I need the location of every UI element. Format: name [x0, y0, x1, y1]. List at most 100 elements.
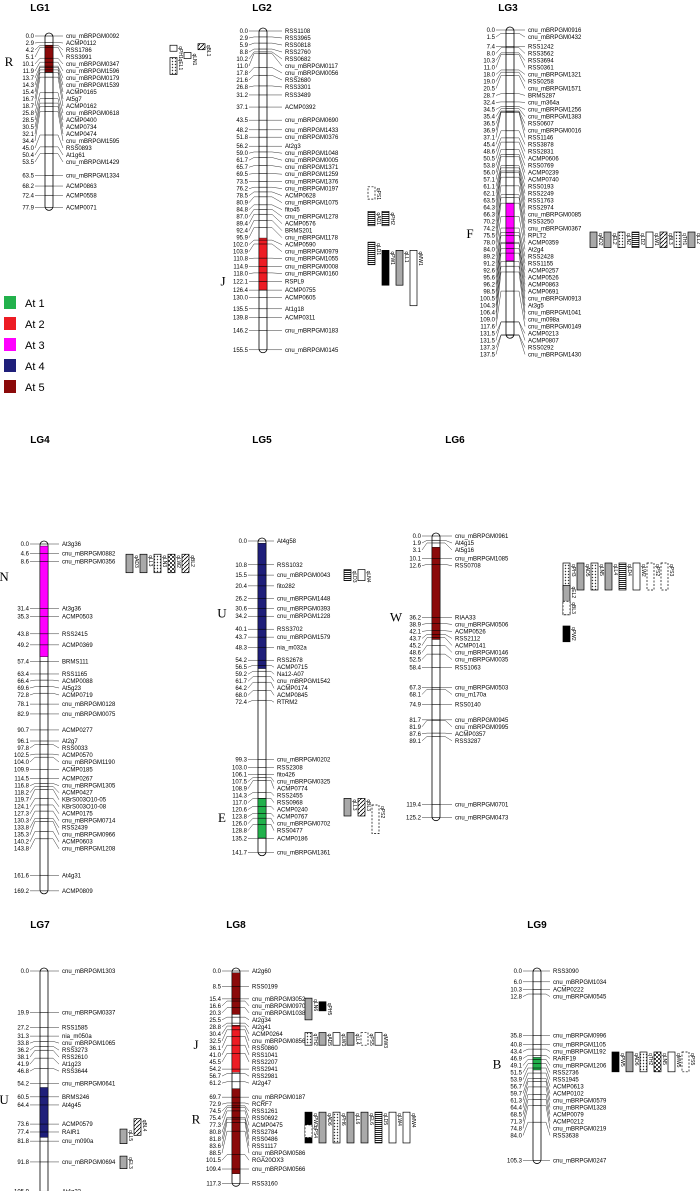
marker-connector: [240, 1154, 250, 1161]
marker-connector: [514, 202, 526, 243]
marker-position: 61.7: [236, 158, 248, 164]
qtl-interval: [632, 562, 641, 591]
marker-connector: [514, 141, 526, 159]
marker-position: 26.2: [235, 597, 247, 603]
marker-name: RSS3965: [285, 36, 311, 42]
qtl-interval: [125, 553, 134, 574]
marker-position: 32.5: [209, 1039, 221, 1045]
position-connector: [34, 61, 45, 72]
position-connector: [34, 72, 45, 100]
marker-connector: [266, 671, 275, 675]
marker-position: 15.4: [209, 997, 221, 1003]
position-connector: [29, 804, 40, 814]
marker-name: RSS0708: [455, 564, 481, 570]
qtl-label: qMW1: [417, 251, 423, 266]
marker-name: cnu_mBRPGM1542: [277, 679, 331, 685]
qtl-interval: [645, 231, 654, 248]
position-connector: [495, 156, 506, 180]
marker-name: RCRF7: [252, 1102, 273, 1108]
marker-connector: [267, 165, 283, 168]
marker-name: cnu_mBRPGM0197: [285, 187, 339, 193]
qtl-interval: [371, 804, 380, 834]
marker-position: 78.1: [17, 702, 29, 708]
marker-name: At2g60: [252, 969, 272, 975]
synteny-block: [44, 45, 54, 73]
marker-name: cnu_mBRPGM1048: [285, 151, 339, 157]
linkage-group-lg3: LG3 0.0 cnu_mBRPGM0916 1.5 cnu_mBRPGM0432 7.4…: [466, 3, 700, 358]
position-connector: [522, 1048, 533, 1052]
marker-name: ACMP0807: [528, 338, 559, 344]
marker-name: cnu_mBRPGM1206: [553, 1063, 607, 1069]
qtl-interval: [395, 250, 404, 286]
qtl-label: qPW5: [619, 1053, 625, 1067]
position-connector: [495, 216, 506, 250]
marker-connector: [267, 239, 283, 245]
marker-connector: [440, 720, 453, 727]
marker-position: 36.2: [409, 615, 421, 621]
marker-name: cnu_mBRPGM1383: [528, 114, 582, 120]
marker-position: 135.3: [14, 833, 30, 839]
marker-name: cnu_mBRPGM0035: [455, 657, 509, 663]
marker-position: 69.5: [236, 172, 248, 178]
position-connector: [495, 141, 506, 159]
qtl-interval: [169, 57, 178, 75]
position-connector: [495, 110, 506, 124]
marker-position: 92.6: [483, 268, 495, 274]
marker-name: RSS0692: [252, 1116, 278, 1122]
marker-name: cnu_mBRPGM0506: [455, 622, 509, 628]
marker-connector: [514, 235, 526, 271]
position-connector: [29, 1050, 40, 1058]
marker-name: At2g34: [252, 1018, 272, 1024]
marker-connector: [53, 65, 64, 79]
marker-position: 114.9: [233, 265, 248, 271]
qtl-label: qPW2: [570, 627, 576, 641]
marker-position: 17.8: [236, 71, 248, 77]
marker-name: cnu_mBRPGM0618: [66, 111, 120, 117]
marker-name: RSS1242: [528, 44, 554, 50]
marker-position: 68.5: [510, 1112, 522, 1118]
qtl-interval: [402, 1111, 411, 1144]
marker-connector: [240, 1107, 250, 1119]
position-connector: [495, 194, 506, 229]
position-connector: [522, 1055, 533, 1059]
marker-position: 105.9: [14, 1189, 30, 1191]
marker-connector: [514, 176, 526, 215]
marker-name: RSS3160: [252, 1181, 278, 1187]
marker-position: 122.1: [233, 279, 249, 285]
marker-position: 109.0: [480, 317, 496, 323]
marker-connector: [541, 993, 551, 997]
qtl-interval: [381, 250, 390, 286]
position-connector: [29, 1057, 40, 1065]
marker-name: cnu_mBRPGM3052: [252, 997, 306, 1003]
marker-connector: [514, 52, 526, 61]
marker-name: cnu_mBRPGM1596: [66, 69, 120, 75]
marker-connector: [53, 58, 64, 65]
marker-name: cnu_mBRPGM0714: [62, 819, 116, 825]
marker-name: RTRM2: [277, 700, 298, 706]
position-connector: [495, 130, 506, 145]
marker-connector: [53, 153, 64, 163]
marker-position: 32.1: [22, 132, 34, 138]
marker-name: ACMP0257: [528, 268, 559, 274]
marker-connector: [267, 204, 283, 210]
marker-connector: [440, 540, 453, 544]
marker-position: 53.8: [483, 163, 495, 169]
position-connector: [34, 102, 45, 128]
qtl-interval: [604, 562, 613, 591]
marker-name: RSS0682: [285, 57, 311, 63]
marker-connector: [48, 757, 60, 763]
position-connector: [29, 783, 40, 786]
marker-connector: [541, 1086, 551, 1108]
position-connector: [421, 720, 432, 727]
marker-position: 114.3: [232, 794, 247, 800]
qtl-interval: [576, 562, 585, 591]
qtl-label: qMW4: [410, 1113, 416, 1128]
marker-name: cnu_mBRPGM0961: [455, 534, 509, 540]
qtl-interval: [562, 600, 571, 616]
marker-connector: [541, 1094, 551, 1115]
position-connector: [495, 321, 506, 334]
qtl-label: qPW3: [312, 1113, 318, 1127]
marker-connector: [514, 106, 526, 110]
linkage-group-title: LG8: [226, 920, 246, 931]
marker-connector: [53, 134, 64, 149]
